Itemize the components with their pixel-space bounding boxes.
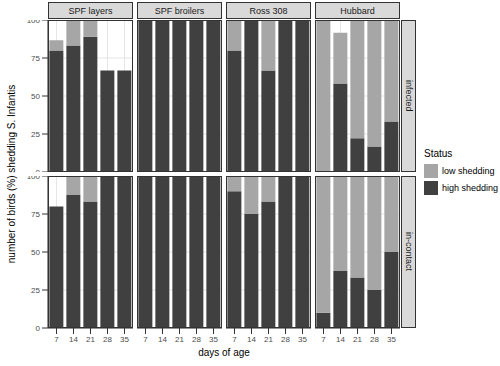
svg-text:14: 14	[247, 335, 256, 344]
svg-text:21: 21	[86, 335, 95, 344]
html-text:SPF layers: SPF layers	[68, 5, 113, 16]
html-text:Hubbard: Hubbard	[340, 5, 375, 16]
svg-text:35: 35	[209, 335, 218, 344]
svg-text:75: 75	[31, 210, 40, 219]
svg-text:14: 14	[69, 335, 78, 344]
svg-text:35: 35	[120, 335, 129, 344]
html-text:Ross 308: Ross 308	[249, 5, 288, 16]
svg-text:21: 21	[175, 335, 184, 344]
svg-text:100: 100	[27, 176, 41, 181]
svg-text:50: 50	[31, 92, 40, 101]
html-text:in-contact: in-contact	[403, 232, 414, 272]
svg-text:25: 25	[31, 286, 40, 295]
svg-text:35: 35	[387, 335, 396, 344]
svg-text:35: 35	[298, 335, 307, 344]
html-text:SPF broilers: SPF broilers	[154, 5, 205, 16]
svg-text:21: 21	[353, 335, 362, 344]
html-text:infected: infected	[403, 80, 414, 112]
svg-text:28: 28	[370, 335, 379, 344]
html-text:Status: Status	[424, 148, 453, 159]
svg-text:0: 0	[36, 168, 41, 172]
html-text:low shedding: low shedding	[442, 166, 495, 176]
html-text:number of birds (%) shedding S: number of birds (%) shedding S. Infantis	[5, 84, 17, 264]
svg-text:100: 100	[27, 20, 41, 25]
svg-text:7: 7	[232, 335, 237, 344]
svg-text:50: 50	[31, 248, 40, 257]
svg-text:7: 7	[321, 335, 326, 344]
svg-text:75: 75	[31, 54, 40, 63]
svg-text:7: 7	[143, 335, 148, 344]
svg-text:25: 25	[31, 130, 40, 139]
svg-text:14: 14	[336, 335, 345, 344]
html-text:high shedding: high shedding	[442, 183, 499, 193]
svg-text:28: 28	[281, 335, 290, 344]
svg-text:28: 28	[192, 335, 201, 344]
svg-text:28: 28	[103, 335, 112, 344]
svg-text:7: 7	[54, 335, 59, 344]
svg-text:0: 0	[36, 324, 41, 333]
html-text:days of age: days of age	[198, 347, 250, 358]
svg-text:14: 14	[158, 335, 167, 344]
svg-text:21: 21	[264, 335, 273, 344]
